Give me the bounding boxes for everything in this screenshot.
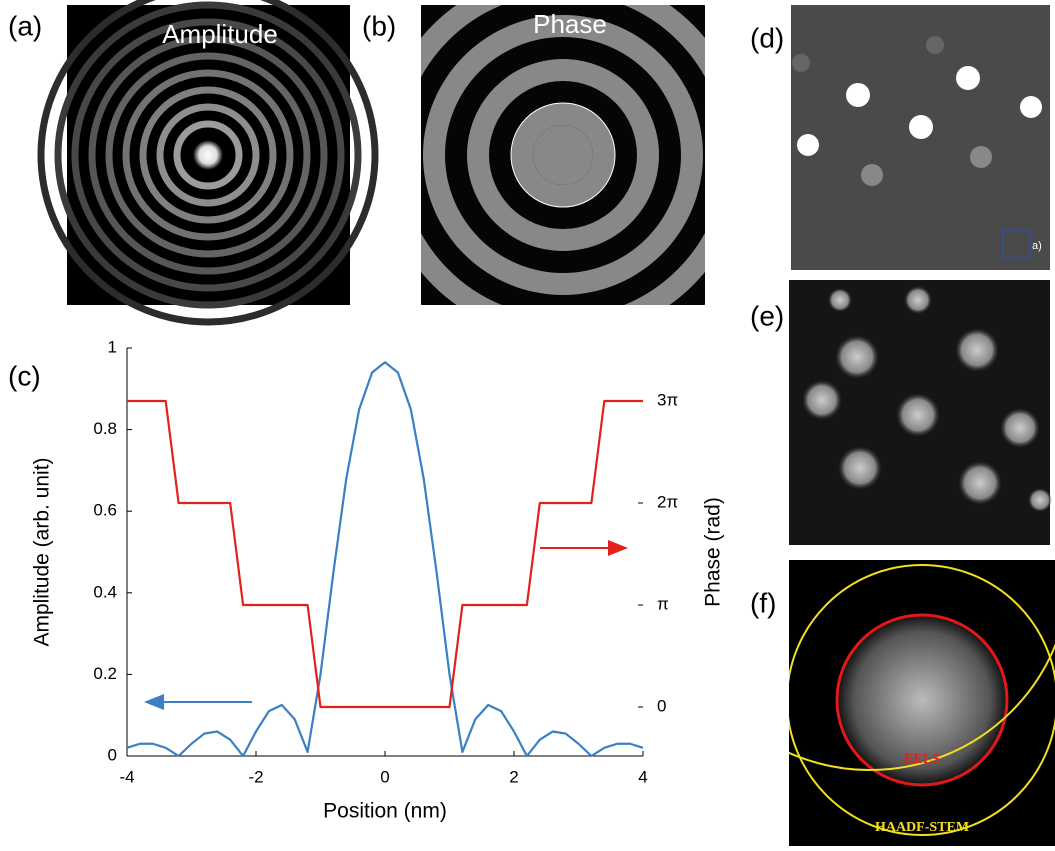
spot: [926, 36, 944, 54]
y-tick-label: 0.2: [93, 664, 117, 683]
y-tick-label: 0.6: [93, 501, 117, 520]
arrow-head: [608, 540, 628, 556]
center-disk: [533, 125, 593, 185]
figure: EELS HAADF-STEM (a) Amplitude (b) Phase …: [0, 0, 1055, 846]
disk: [896, 393, 940, 437]
disk: [958, 461, 1002, 505]
disk: [955, 328, 999, 372]
y-axis-label: Amplitude (arb. unit): [31, 457, 54, 646]
y2-axis-label: Phase (rad): [702, 497, 725, 607]
panel-title: Amplitude: [162, 19, 278, 49]
y2-tick-label: π: [657, 595, 669, 614]
spot: [797, 134, 819, 156]
arrows: [144, 540, 628, 710]
disk: [904, 286, 932, 314]
disk: [838, 446, 882, 490]
disk: [835, 335, 879, 379]
x-tick-label: -4: [119, 767, 134, 786]
arrow-head: [144, 694, 164, 710]
series-line: [127, 362, 643, 756]
disk: [1028, 488, 1052, 512]
spot: [909, 115, 933, 139]
y2-tick-label: 3π: [657, 391, 678, 410]
center-spot: [193, 140, 223, 170]
x-tick-label: -2: [248, 767, 263, 786]
inset-label: a): [1032, 240, 1042, 252]
spot: [970, 146, 992, 168]
disk: [828, 288, 852, 312]
panel-label: (a): [8, 10, 42, 41]
x-tick-label: 4: [638, 767, 647, 786]
y-tick-label: 0.8: [93, 419, 117, 438]
x-axis-label: Position (nm): [323, 800, 447, 823]
panel-label: (e): [750, 300, 784, 331]
y-tick-label: 0: [108, 745, 117, 764]
panel-title: Phase: [533, 9, 607, 39]
series-line: [127, 401, 643, 707]
spot: [846, 83, 870, 107]
spot: [861, 164, 883, 186]
x-tick-label: 2: [509, 767, 518, 786]
panel-label: (f): [750, 587, 776, 618]
haadf-label: HAADF-STEM: [875, 820, 969, 835]
spot: [1020, 96, 1042, 118]
disk: [802, 380, 842, 420]
x-tick-label: 0: [380, 767, 389, 786]
y-tick-label: 1: [108, 337, 117, 356]
eels-label: EELS: [904, 752, 940, 767]
panel-label: (d): [750, 22, 784, 53]
disk: [1000, 408, 1040, 448]
y-tick-label: 0.4: [93, 582, 117, 601]
y2-tick-label: 2π: [657, 493, 678, 512]
spot: [956, 66, 980, 90]
panel-label: (c): [8, 360, 41, 391]
spot: [792, 54, 810, 72]
images: EELS HAADF-STEM: [41, 0, 1055, 846]
y2-tick-label: 0: [657, 697, 666, 716]
panel-label: (b): [362, 10, 396, 41]
